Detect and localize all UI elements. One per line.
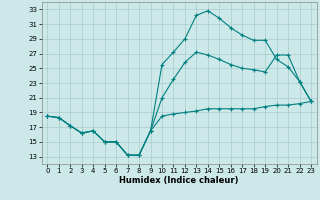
X-axis label: Humidex (Indice chaleur): Humidex (Indice chaleur)	[119, 176, 239, 185]
